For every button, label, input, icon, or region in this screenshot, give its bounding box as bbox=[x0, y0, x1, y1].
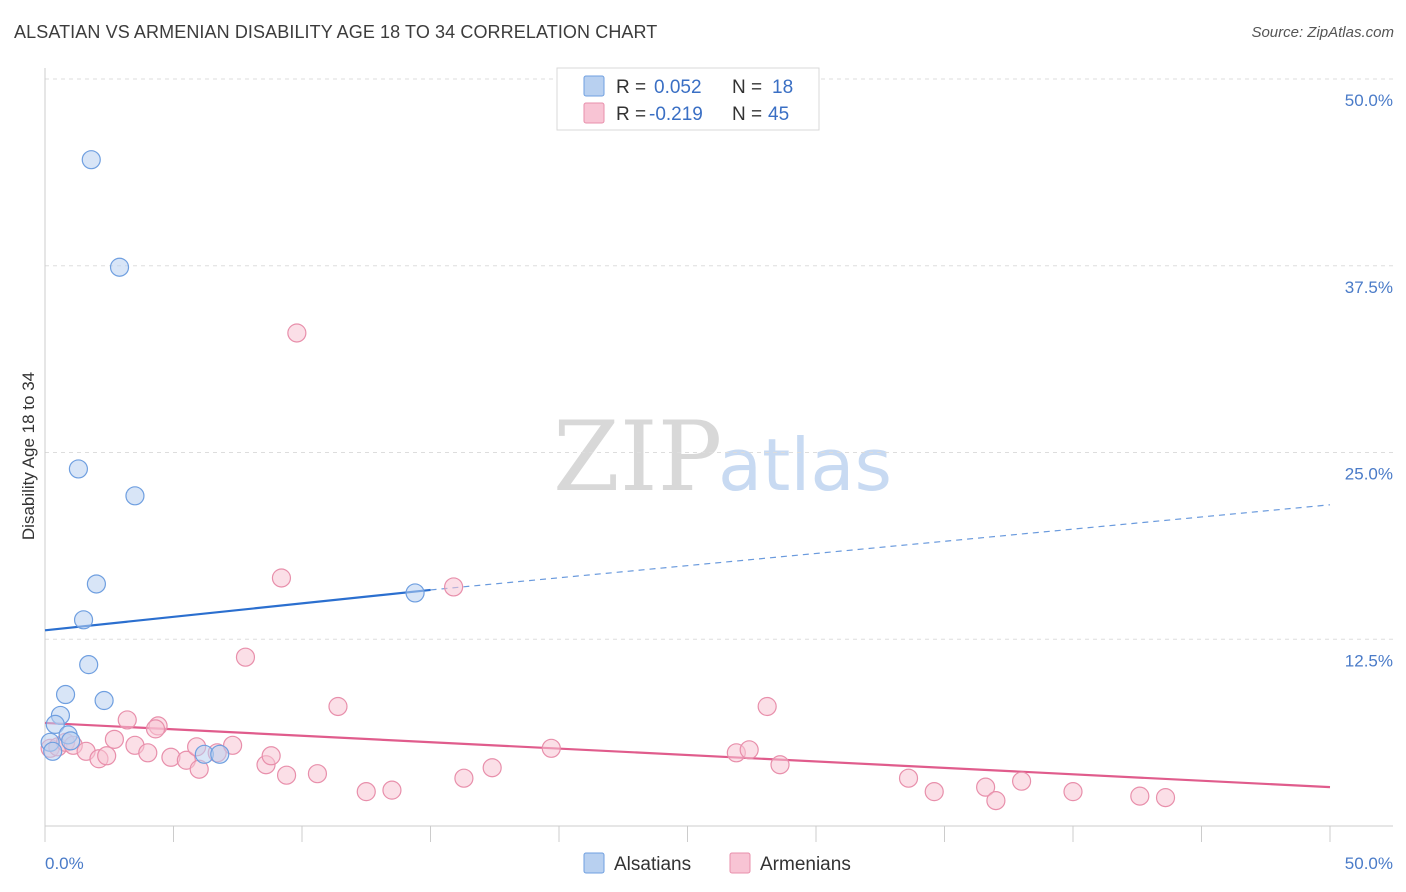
legend-n-label-2: N = bbox=[732, 104, 762, 125]
y-axis-label: Disability Age 18 to 34 bbox=[19, 372, 38, 540]
legend-n-label-1: N = bbox=[732, 77, 762, 98]
armenian-point bbox=[541, 738, 561, 758]
series-alsatians bbox=[40, 150, 425, 764]
armenian-point bbox=[382, 780, 402, 800]
bottom-legend-swatch-alsatians bbox=[583, 852, 605, 874]
alsatian-point bbox=[81, 150, 101, 170]
armenian-point bbox=[454, 768, 474, 788]
alsatian-point bbox=[405, 583, 425, 603]
alsatian-point bbox=[43, 741, 63, 761]
armenian-point bbox=[287, 323, 307, 343]
alsatian-point bbox=[73, 610, 94, 630]
alsatian-point bbox=[55, 684, 76, 705]
armenian-point bbox=[271, 568, 292, 588]
watermark-atlas: atlas bbox=[718, 423, 892, 507]
axes bbox=[44, 68, 1393, 827]
alsatian-point bbox=[86, 574, 107, 594]
x-tick-labels: 0.0% 50.0% bbox=[45, 854, 1393, 873]
armenian-point bbox=[307, 764, 328, 784]
bottom-legend-label-alsatians: Alsatians bbox=[614, 854, 691, 875]
alsatian-point bbox=[94, 690, 114, 711]
armenian-point bbox=[97, 746, 117, 766]
legend-r-label-2: R = bbox=[616, 104, 646, 125]
armenian-point bbox=[986, 791, 1006, 811]
y-tick-label: 25.0% bbox=[1345, 465, 1393, 484]
x-axis-ticks bbox=[44, 826, 1331, 842]
legend-n-value-2: 45 bbox=[768, 104, 789, 125]
chart-title: ALSATIAN VS ARMENIAN DISABILITY AGE 18 T… bbox=[14, 22, 658, 42]
y-tick-label: 37.5% bbox=[1345, 278, 1393, 297]
armenian-point bbox=[1063, 782, 1083, 802]
correlation-legend: R = 0.052 N = 18 R = -0.219 N = 45 bbox=[556, 67, 820, 131]
armenians-trend-line bbox=[44, 721, 1331, 789]
y-tick-labels: 12.5% 25.0% 37.5% 50.0% bbox=[1345, 91, 1393, 670]
armenian-point bbox=[261, 746, 281, 766]
alsatian-point bbox=[61, 731, 81, 751]
y-tick-label: 12.5% bbox=[1345, 651, 1393, 670]
alsatian-point bbox=[45, 714, 65, 735]
armenian-point bbox=[924, 782, 944, 802]
armenian-point bbox=[328, 696, 348, 717]
armenian-point bbox=[482, 758, 502, 778]
x-tick-label-end: 50.0% bbox=[1345, 854, 1393, 873]
watermark-zip: ZIP bbox=[553, 401, 722, 513]
alsatian-point bbox=[68, 459, 89, 479]
legend-swatch-alsatians bbox=[583, 75, 605, 97]
bottom-legend-swatch-armenians bbox=[729, 852, 751, 874]
alsatians-trend-extension bbox=[430, 504, 1331, 591]
armenian-point bbox=[976, 777, 996, 797]
armenian-point bbox=[145, 719, 166, 739]
armenian-point bbox=[276, 765, 297, 785]
armenian-point bbox=[898, 768, 919, 788]
y-tick-label: 50.0% bbox=[1345, 91, 1393, 110]
armenian-point bbox=[104, 729, 124, 749]
trend-lines bbox=[44, 504, 1331, 789]
alsatian-point bbox=[79, 655, 99, 675]
armenian-point bbox=[739, 740, 759, 760]
series-armenians bbox=[40, 323, 1176, 811]
series-legend: Alsatians Armenians bbox=[583, 852, 851, 875]
gridlines bbox=[45, 78, 1393, 640]
x-tick-label-start: 0.0% bbox=[45, 854, 84, 873]
alsatian-point bbox=[125, 486, 145, 506]
armenian-point bbox=[235, 647, 256, 667]
legend-n-value-1: 18 bbox=[772, 77, 793, 98]
source-label: Source: ZipAtlas.com bbox=[1251, 24, 1394, 41]
legend-swatch-armenians bbox=[583, 102, 605, 124]
armenian-point bbox=[1155, 788, 1176, 808]
armenian-point bbox=[444, 577, 464, 597]
armenian-point bbox=[356, 782, 376, 802]
bottom-legend-label-armenians: Armenians bbox=[760, 854, 851, 875]
armenian-point bbox=[770, 755, 790, 775]
alsatian-point bbox=[109, 257, 130, 277]
legend-r-label-1: R = bbox=[616, 77, 646, 98]
alsatian-point bbox=[210, 744, 230, 764]
armenian-point bbox=[1011, 771, 1032, 791]
armenian-point bbox=[117, 710, 137, 730]
armenian-point bbox=[757, 696, 777, 717]
armenian-point bbox=[138, 743, 158, 763]
legend-r-value-1: 0.052 bbox=[654, 77, 702, 98]
armenian-point bbox=[1130, 786, 1150, 806]
legend-r-value-2: -0.219 bbox=[649, 104, 703, 125]
alsatians-trend-line bbox=[44, 588, 431, 632]
